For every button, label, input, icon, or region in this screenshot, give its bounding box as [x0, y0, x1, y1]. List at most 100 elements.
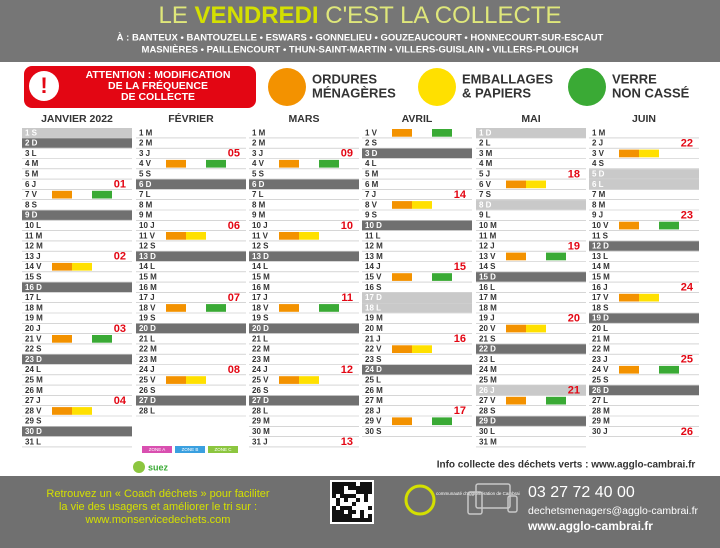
day-label: 16 S	[365, 283, 382, 292]
day-label: 29 S	[25, 417, 42, 426]
day-label: 6 D	[139, 180, 152, 189]
legend-label: VERRE	[612, 71, 657, 86]
day-label: 13 J	[25, 252, 41, 261]
day-label: 17 M	[479, 293, 497, 302]
qr-module	[348, 514, 352, 518]
day-label: 20 J	[25, 324, 41, 333]
day-label: 13 M	[365, 252, 383, 261]
day-label: 14 M	[592, 262, 610, 271]
qr-module	[364, 486, 368, 490]
qr-module	[348, 518, 352, 522]
day-label: 18 L	[365, 303, 381, 312]
day-shade	[22, 282, 132, 292]
day-label: 22 V	[365, 345, 382, 354]
qr-module	[352, 482, 356, 486]
week-number: 20	[568, 312, 580, 324]
day-label: 20 D	[252, 324, 269, 333]
day-label: 20 M	[365, 324, 383, 333]
day-label: 3 L	[25, 149, 37, 158]
day-label: 9 L	[479, 211, 491, 220]
agglo-logo-ring	[404, 484, 436, 516]
day-shade	[362, 364, 472, 375]
month-name: JANVIER 2022	[41, 113, 113, 125]
qr-module	[352, 518, 356, 522]
day-label: 6 J	[25, 180, 36, 189]
day-label: 30 S	[365, 427, 382, 436]
qr-module	[336, 498, 340, 502]
month-name: AVRIL	[402, 113, 433, 125]
day-label: 3 J	[252, 149, 263, 158]
qr-module	[360, 486, 364, 490]
pickup-marker	[279, 232, 299, 240]
qr-module	[332, 486, 336, 490]
pickup-marker	[166, 376, 186, 384]
pickup-marker	[546, 396, 566, 405]
zone-swatch	[208, 446, 238, 453]
pickup-marker	[506, 324, 526, 333]
day-label: 14 V	[25, 262, 42, 271]
pickup-marker	[72, 407, 92, 415]
day-label: 26 M	[365, 386, 383, 395]
week-number: 08	[228, 364, 240, 376]
phone-icon	[507, 495, 518, 513]
pickup-marker	[52, 407, 72, 415]
month-name: MARS	[289, 113, 320, 125]
day-label: 16 D	[25, 283, 42, 292]
day-label: 23 D	[25, 355, 42, 364]
pickup-marker	[186, 232, 206, 240]
legend-swatch	[568, 68, 606, 106]
day-label: 20 V	[479, 324, 496, 333]
qr-module	[340, 506, 344, 510]
qr-module	[356, 486, 360, 490]
day-label: 16 M	[252, 283, 270, 292]
pickup-marker	[392, 129, 412, 137]
day-label: 24 J	[139, 365, 155, 374]
qr-module	[368, 490, 372, 494]
day-label: 25 V	[139, 375, 156, 384]
qr-module	[332, 494, 336, 498]
day-label: 9 J	[592, 211, 603, 220]
communes-line: MASNIÈRES • PAILLENCOURT • THUN-SAINT-MA…	[142, 45, 579, 56]
week-number: 25	[681, 354, 693, 366]
pickup-marker	[506, 396, 526, 405]
pickup-marker	[166, 159, 186, 168]
zone-label: ZONE A	[149, 447, 166, 452]
legend-label: NON CASSÉ	[612, 85, 690, 100]
email[interactable]: dechetsmenagers@agglo-cambrai.fr	[528, 505, 698, 517]
day-label: 14 S	[479, 262, 496, 271]
day-shade	[22, 128, 132, 138]
week-number: 14	[454, 189, 467, 201]
day-label: 13 L	[592, 252, 608, 261]
day-label: 25 S	[592, 375, 609, 384]
day-label: 26 D	[592, 386, 609, 395]
pickup-marker	[506, 180, 526, 189]
day-shade	[476, 200, 586, 210]
legend-swatch	[418, 68, 456, 106]
day-shade	[362, 220, 472, 231]
day-label: 30 D	[25, 427, 42, 436]
day-label: 26 S	[139, 386, 156, 395]
qr-module	[332, 510, 336, 514]
day-label: 10 D	[365, 221, 382, 230]
coach-link[interactable]: www.monservicedechets.com	[85, 514, 231, 526]
day-label: 3 J	[139, 149, 150, 158]
phone-number[interactable]: 03 27 72 40 00	[528, 484, 635, 501]
pickup-marker	[659, 221, 679, 230]
month-name: FÉVRIER	[168, 112, 214, 125]
day-label: 23 J	[592, 355, 608, 364]
qr-module	[340, 518, 344, 522]
day-label: 15 V	[365, 272, 382, 281]
day-label: 13 D	[252, 252, 269, 261]
website[interactable]: www.agglo-cambrai.fr	[527, 519, 653, 533]
day-label: 13 D	[139, 252, 156, 261]
week-number: 18	[568, 168, 580, 180]
pickup-marker	[299, 376, 319, 384]
day-label: 24 J	[252, 365, 268, 374]
day-label: 17 V	[592, 293, 609, 302]
week-number: 21	[568, 385, 580, 397]
pickup-marker	[52, 190, 72, 199]
day-label: 6 V	[479, 180, 492, 189]
day-label: 3 D	[365, 149, 378, 158]
day-label: 8 M	[252, 200, 266, 209]
day-label: 6 L	[592, 180, 604, 189]
